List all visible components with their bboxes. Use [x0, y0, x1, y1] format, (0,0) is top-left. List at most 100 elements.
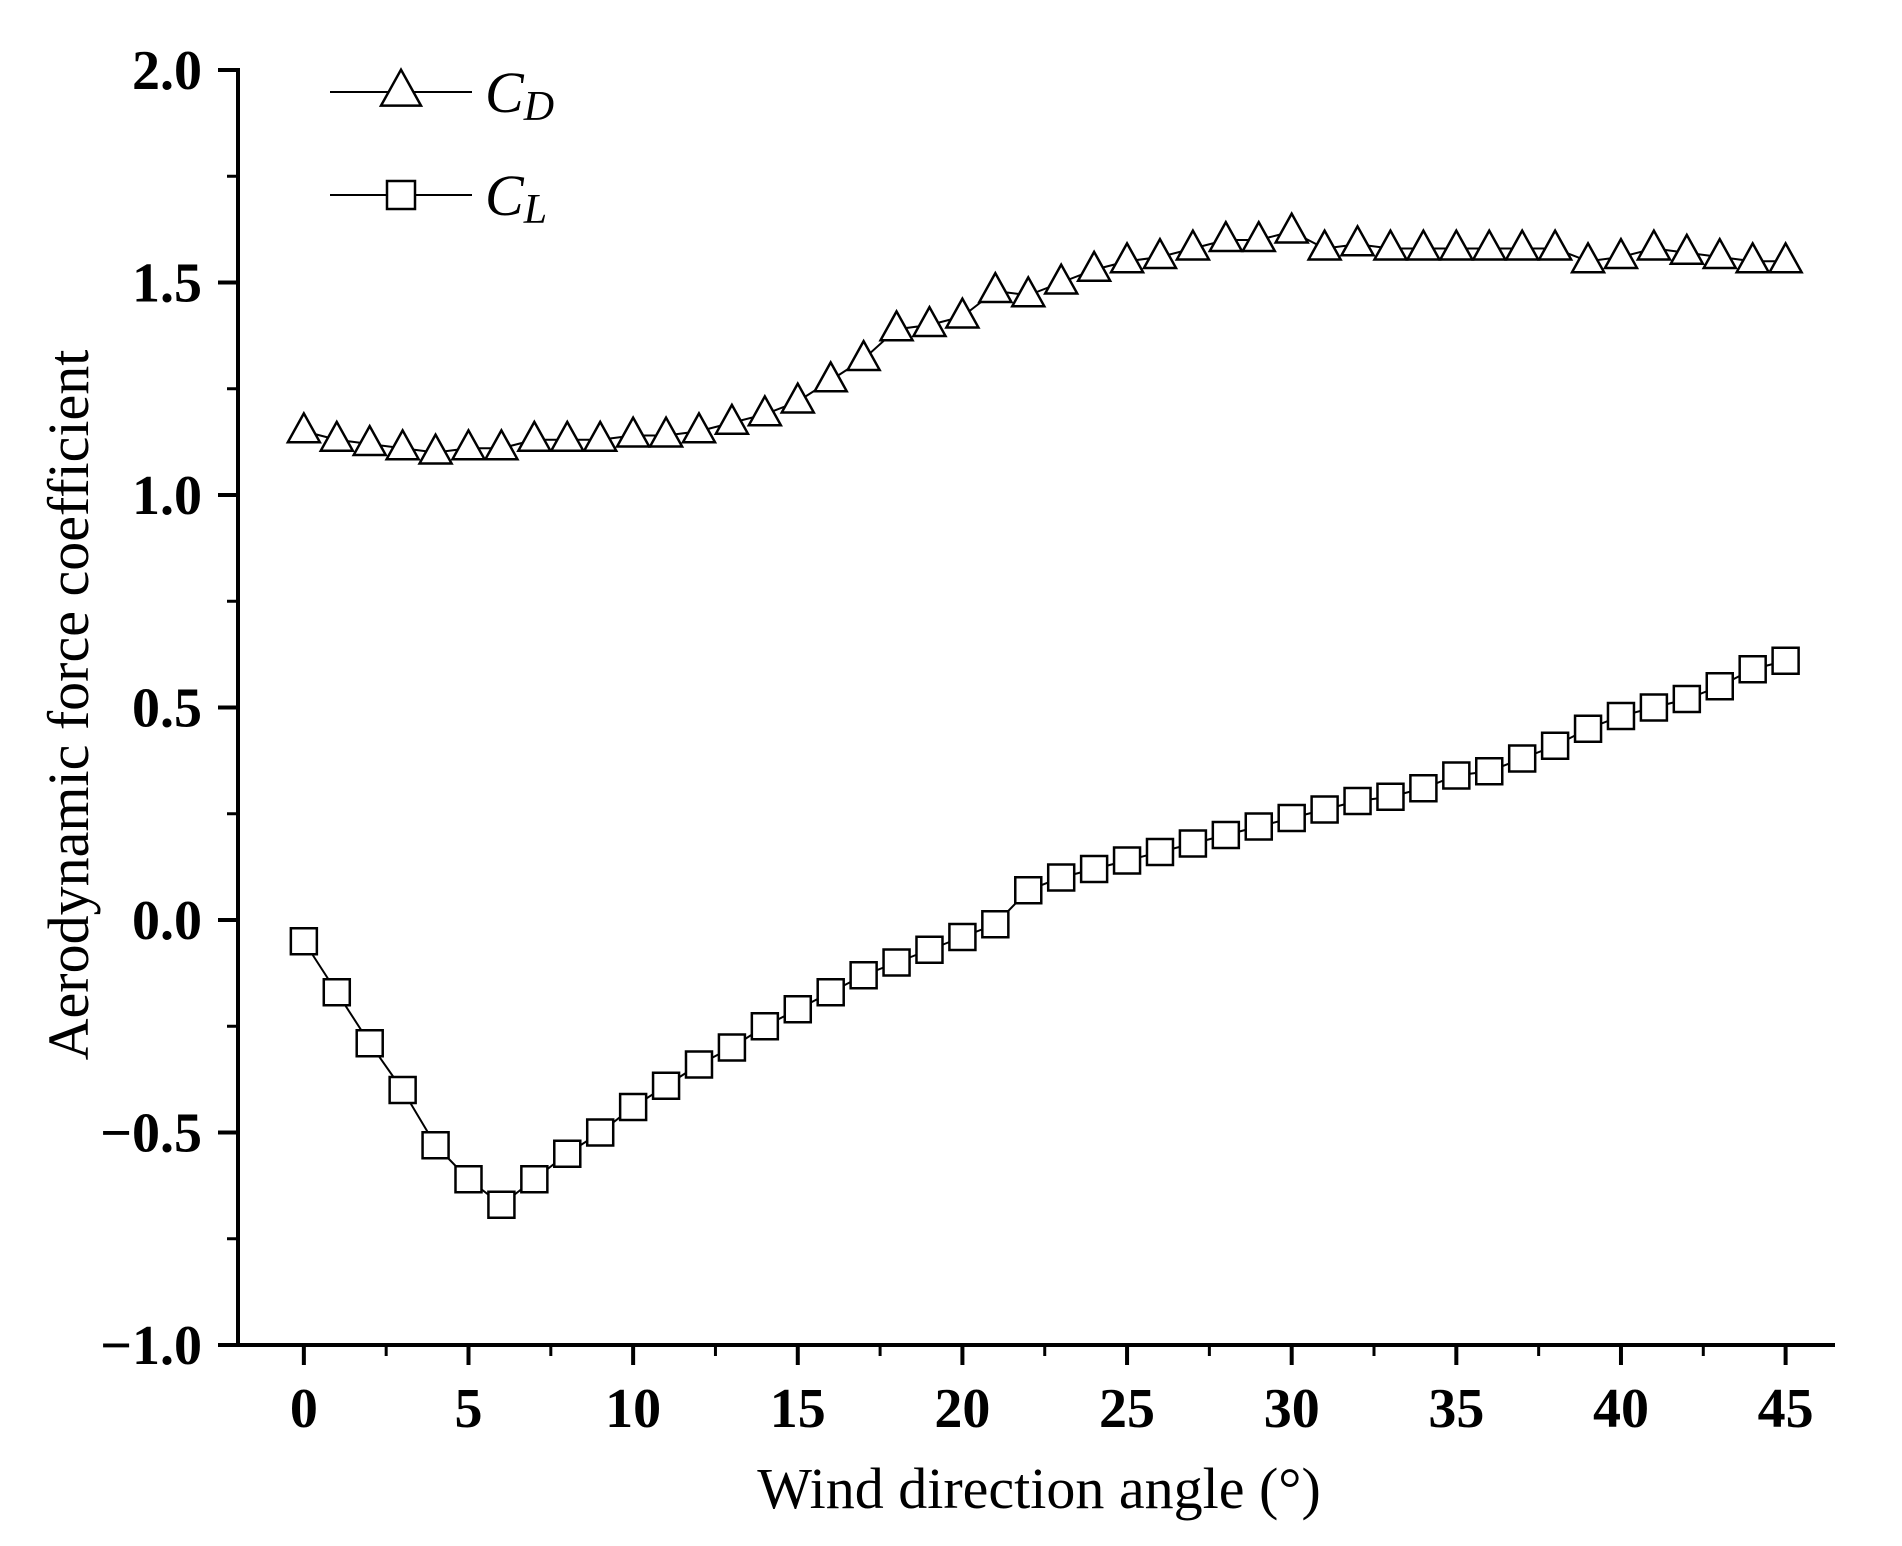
data-point-CD [1306, 228, 1343, 261]
data-point-CL [1475, 757, 1504, 786]
data-point-CL [1046, 863, 1076, 892]
legend-item-CL: CL [330, 163, 547, 233]
x-tick-label: 45 [1758, 1378, 1814, 1440]
data-point-CL [1738, 655, 1767, 684]
data-point-CD [1240, 219, 1277, 253]
data-point-CD [944, 296, 981, 329]
legend-item-CD: CD [330, 60, 554, 130]
legend-label: CD [485, 60, 554, 130]
legend-label: CL [485, 163, 547, 233]
data-point-CL [1310, 795, 1339, 824]
data-point-CD [878, 308, 915, 342]
y-axis-ticks: −1.0 −0.5 0.0 0.5 1.0 1.5 2.0 [100, 40, 238, 1377]
data-point-CD [845, 338, 882, 372]
legend-label-subscript: D [523, 84, 554, 130]
data-point-CL [388, 1075, 417, 1105]
x-tick-label: 5 [454, 1378, 482, 1440]
data-point-CD [384, 427, 421, 461]
data-point-CD [1339, 223, 1376, 257]
legend-marker-square [385, 179, 417, 211]
data-point-CD [450, 427, 487, 461]
data-point-CL [421, 1131, 450, 1160]
data-point-CD [1273, 211, 1310, 244]
y-tick-label: 1.0 [132, 465, 202, 527]
data-point-CD [1602, 236, 1640, 270]
data-point-CL [1442, 761, 1471, 790]
data-point-CD [582, 419, 619, 452]
y-tick-label: 2.0 [132, 40, 202, 102]
data-point-CD [1569, 240, 1607, 274]
data-point-CL [1145, 837, 1175, 867]
y-tick-label: 1.5 [132, 253, 202, 315]
series-CL [289, 646, 1800, 1219]
data-point-CL [585, 1118, 615, 1147]
data-point-CL [783, 995, 813, 1024]
data-point-CD [1734, 240, 1771, 274]
data-point-CD [647, 415, 685, 448]
data-point-CD [351, 423, 388, 457]
data-point-CL [1705, 672, 1735, 701]
data-point-CL [1540, 731, 1570, 760]
series-layer [285, 211, 1804, 1219]
data-point-CL [882, 948, 911, 977]
x-tick-label: 20 [934, 1378, 990, 1440]
data-point-CL [1277, 803, 1306, 833]
x-tick-label: 30 [1264, 1378, 1320, 1440]
data-point-CL [454, 1165, 483, 1194]
data-point-CL [849, 961, 878, 990]
data-point-CL [618, 1092, 648, 1122]
data-point-CL [1343, 786, 1372, 816]
data-point-CL [553, 1139, 582, 1168]
data-point-CD [680, 410, 718, 444]
y-tick-label: −1.0 [100, 1315, 202, 1377]
data-point-CD [549, 419, 586, 452]
data-point-CD [1504, 228, 1541, 261]
data-point-CL [1672, 684, 1702, 714]
data-point-CD [1405, 228, 1442, 261]
data-point-CD [1536, 228, 1574, 261]
data-point-CD [1141, 236, 1179, 270]
data-point-CD [1372, 228, 1409, 261]
x-tick-label: 40 [1593, 1378, 1649, 1440]
data-point-CL [1211, 820, 1241, 850]
x-axis-label: Wind direction angle (°) [757, 1456, 1321, 1521]
data-point-CD [318, 419, 355, 452]
data-point-CD [1471, 228, 1508, 261]
data-point-CD [713, 402, 751, 435]
data-point-CL [1244, 812, 1274, 841]
data-point-CD [1438, 228, 1475, 261]
x-tick-label: 35 [1428, 1378, 1484, 1440]
y-tick-label: −0.5 [100, 1103, 202, 1165]
legend: CD CL [330, 60, 554, 233]
x-tick-label: 10 [605, 1378, 661, 1440]
data-point-CD [1043, 262, 1080, 295]
data-point-CL [1014, 876, 1043, 905]
data-point-CD [615, 415, 652, 448]
data-point-CD [812, 359, 849, 393]
data-point-CL [717, 1033, 747, 1062]
data-point-CL [322, 978, 352, 1007]
series-CD [285, 211, 1804, 465]
data-point-CL [1178, 829, 1208, 858]
y-axis-label: Aerodynamic force coefficient [36, 350, 101, 1061]
data-point-CD [911, 304, 948, 338]
data-point-CD [1174, 228, 1212, 261]
data-point-CL [816, 978, 845, 1007]
data-point-CL [487, 1190, 516, 1219]
data-point-CL [1606, 701, 1636, 731]
data-point-CD [1635, 228, 1673, 261]
data-point-CD [1010, 274, 1047, 308]
data-point-CL [1079, 854, 1109, 884]
data-point-CD [1767, 240, 1804, 274]
data-point-CL [1112, 846, 1142, 875]
data-point-CD [1207, 219, 1244, 253]
data-point-CL [684, 1050, 714, 1079]
data-point-CD [1668, 232, 1705, 265]
series-line-CL [303, 659, 1786, 1207]
data-point-CL [1376, 782, 1405, 811]
y-tick-label: 0.5 [132, 678, 202, 740]
x-tick-label: 15 [770, 1378, 826, 1440]
data-point-CD [1075, 249, 1113, 282]
y-tick-label: 0.0 [132, 890, 202, 952]
